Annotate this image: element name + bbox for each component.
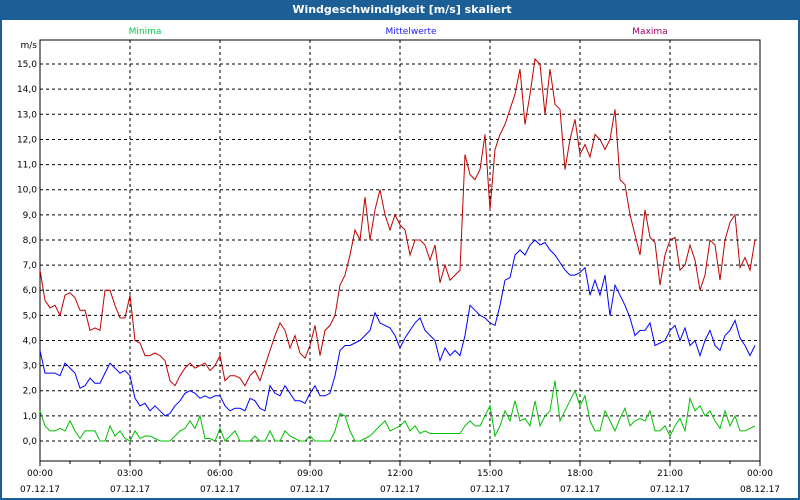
y-tick-label: 7,0: [23, 261, 38, 271]
y-tick-label: 6,0: [23, 286, 38, 296]
x-tick-time-label: 03:00: [117, 469, 143, 479]
x-tick-time-label: 00:00: [747, 469, 773, 479]
y-tick-label: 4,0: [23, 336, 38, 346]
x-tick-time-label: 12:00: [387, 469, 413, 479]
x-tick-date-label: 07.12.17: [20, 485, 60, 495]
series-line-mittelwerte: [39, 239, 756, 417]
x-tick-date-label: 07.12.17: [110, 485, 150, 495]
x-tick-time-label: 21:00: [657, 469, 683, 479]
series-line-minima: [39, 380, 756, 442]
series-line-maxima: [39, 57, 756, 387]
y-tick-label: 12,0: [17, 135, 37, 145]
legend-minima: Minima: [129, 27, 162, 37]
plot-frame: [39, 39, 761, 462]
x-tick-time-label: 06:00: [207, 469, 233, 479]
x-tick-date-label: 07.12.17: [380, 485, 420, 495]
x-tick-time-label: 18:00: [567, 469, 593, 479]
x-tick-date-label: 07.12.17: [470, 485, 510, 495]
x-tick-time-label: 00:00: [27, 469, 53, 479]
x-tick-date-label: 08.12.17: [740, 485, 780, 495]
y-tick-label: 0,0: [23, 437, 38, 447]
y-tick-label: 1,0: [23, 412, 38, 422]
x-tick-date-label: 07.12.17: [290, 485, 330, 495]
legend-maxima: Maxima: [632, 27, 667, 37]
chart-title: Windgeschwindigkeit [m/s] skaliert: [2, 0, 800, 20]
legend-mittelwerte: Mittelwerte: [385, 27, 436, 37]
y-tick-label: 8,0: [23, 236, 38, 246]
y-tick-label: 3,0: [23, 362, 38, 372]
x-tick-date-label: 07.12.17: [650, 485, 690, 495]
y-tick-label: 10,0: [17, 186, 37, 196]
x-tick-date-label: 07.12.17: [560, 485, 600, 495]
y-tick-label: 11,0: [17, 161, 37, 171]
y-tick-label: 9,0: [23, 211, 38, 221]
y-tick-label: 13,0: [17, 110, 37, 120]
y-tick-label: 5,0: [23, 311, 38, 321]
y-tick-label: 14,0: [17, 85, 37, 95]
y-tick-label: 15,0: [17, 60, 37, 70]
y-axis-unit-label: m/s: [21, 41, 38, 51]
x-tick-time-label: 09:00: [297, 469, 323, 479]
x-tick-time-label: 15:00: [477, 469, 503, 479]
y-tick-label: 2,0: [23, 387, 38, 397]
x-tick-date-label: 07.12.17: [200, 485, 240, 495]
